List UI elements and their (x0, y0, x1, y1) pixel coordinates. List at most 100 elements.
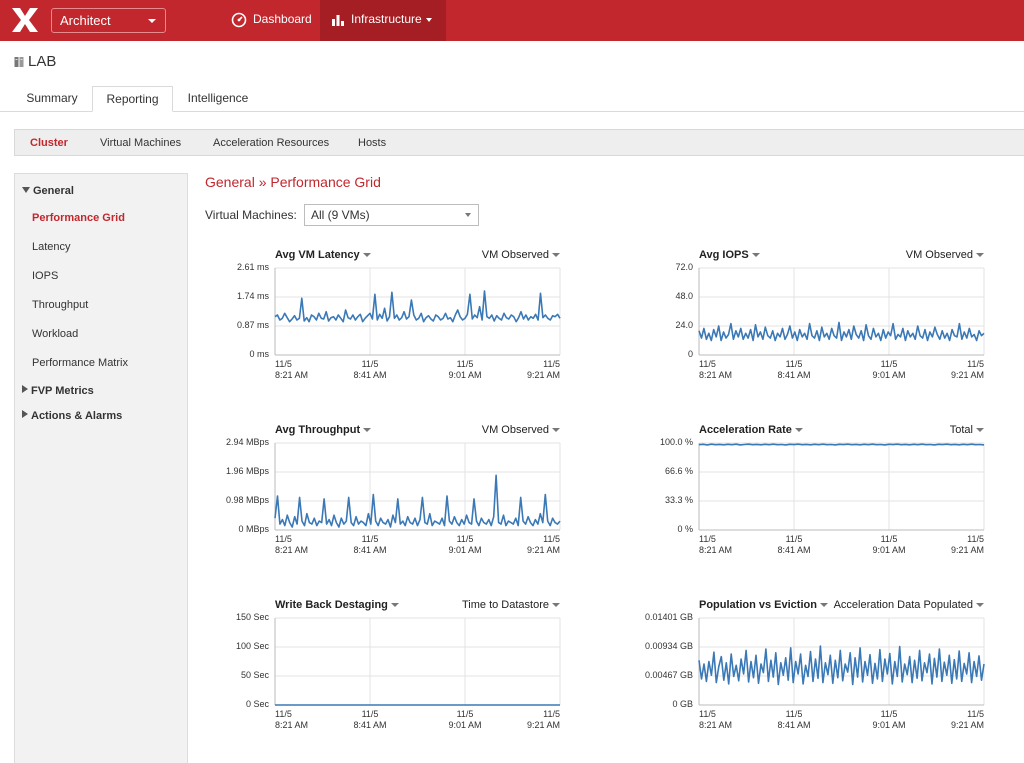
chart-write-back-destaging: Write Back Destaging Time to Datastore 150… (215, 599, 561, 755)
page-title-text: LAB (28, 53, 57, 70)
chart-view-value: Acceleration Data Populated (833, 599, 973, 611)
y-tick-label: 0.00467 GB (644, 670, 693, 680)
chart-title-text: Acceleration Rate (699, 424, 792, 436)
x-tick-label: 11/5 9:01 AM (448, 534, 482, 555)
x-tick-label: 11/5 9:21 AM (950, 359, 984, 380)
sidebar-item-performance-matrix[interactable]: Performance Matrix (32, 357, 128, 369)
vm-filter-label: Virtual Machines: (205, 208, 297, 222)
tab-summary[interactable]: Summary (26, 91, 78, 105)
chevron-down-icon (552, 253, 560, 257)
cluster-icon (14, 57, 24, 67)
nav-dashboard-label: Dashboard (253, 12, 312, 26)
sidebar-group-label: General (33, 185, 74, 197)
subnav-virtual-machines[interactable]: Virtual Machines (100, 137, 182, 149)
series-line[interactable] (698, 443, 985, 446)
sidebar-group-label: FVP Metrics (31, 385, 94, 397)
nav-infrastructure-label: Infrastructure (351, 12, 422, 26)
x-tick-label: 11/5 9:01 AM (448, 359, 482, 380)
series-line[interactable] (698, 645, 985, 686)
y-tick-label: 1.96 MBps (225, 466, 269, 476)
sidebar-item-iops[interactable]: IOPS (32, 270, 59, 282)
x-tick-label: 11/5 9:01 AM (872, 709, 906, 730)
chart-view-select[interactable]: Acceleration Data Populated (834, 599, 984, 611)
top-bar: Architect Dashboard Infrastructure (0, 0, 1024, 41)
chart-avg-vm-latency: Avg VM Latency VM Observed 2.61 ms 1.74 ms 0… (215, 249, 561, 405)
chart-title[interactable]: Avg Throughput (275, 424, 372, 436)
x-tick-label: 11/5 9:01 AM (872, 359, 906, 380)
x-tick-label: 11/5 8:41 AM (777, 359, 811, 380)
chart-title[interactable]: Avg VM Latency (275, 249, 371, 261)
series-line[interactable] (698, 321, 985, 342)
chart-svg (698, 267, 985, 356)
chart-view-value: VM Observed (905, 249, 973, 261)
x-tick-label: 11/5 9:21 AM (526, 534, 560, 555)
vm-filter-select[interactable]: All (9 VMs) (304, 204, 479, 226)
chart-title-text: Avg Throughput (275, 424, 361, 436)
chart-title[interactable]: Avg IOPS (699, 249, 760, 261)
tab-intelligence[interactable]: Intelligence (187, 91, 249, 105)
chevron-down-icon (794, 428, 803, 432)
chart-svg (698, 442, 985, 531)
y-tick-label: 0 MBps (238, 524, 269, 534)
chart-view-select[interactable]: Total (950, 424, 984, 436)
x-tick-label: 11/5 9:21 AM (526, 709, 560, 730)
x-tick-label: 11/5 8:21 AM (275, 359, 309, 380)
role-select[interactable]: Architect (51, 8, 166, 33)
y-tick-label: 0 (687, 349, 693, 359)
subnav-acceleration-resources[interactable]: Acceleration Resources (213, 137, 330, 149)
chart-svg (274, 617, 561, 706)
sub-nav: Cluster Virtual Machines Acceleration Re… (14, 129, 1024, 156)
chart-view-value: VM Observed (481, 249, 549, 261)
chart-view-value: Time to Datastore (461, 599, 549, 611)
tab-reporting[interactable]: Reporting (92, 86, 173, 112)
logo-icon[interactable] (10, 6, 40, 34)
sidebar-item-latency[interactable]: Latency (32, 241, 71, 253)
chart-title[interactable]: Write Back Destaging (275, 599, 399, 611)
chart-svg (274, 442, 561, 531)
y-tick-label: 1.74 ms (236, 291, 269, 301)
caret-down-icon (22, 187, 30, 193)
nav-infrastructure[interactable]: Infrastructure (320, 0, 446, 41)
chart-population-vs-eviction: Population vs Eviction Acceleration Data … (639, 599, 985, 755)
chevron-down-icon (976, 603, 984, 607)
x-tick-label: 11/5 9:21 AM (950, 709, 984, 730)
subnav-cluster[interactable]: Cluster (30, 137, 68, 149)
y-tick-label: 66.6 % (664, 466, 693, 476)
sidebar-item-performance-grid[interactable]: Performance Grid (32, 212, 125, 224)
chart-view-select[interactable]: VM Observed (482, 249, 560, 261)
y-tick-label: 0 GB (672, 699, 693, 709)
x-tick-label: 11/5 9:21 AM (526, 359, 560, 380)
y-tick-label: 0.87 ms (236, 320, 269, 330)
chart-avg-iops: Avg IOPS VM Observed 72.0 48.0 24.0 0 11/5 8:21… (639, 249, 985, 405)
chart-view-select[interactable]: VM Observed (906, 249, 984, 261)
chart-title[interactable]: Population vs Eviction (699, 599, 828, 611)
sidebar-group-actions-alarms[interactable]: Actions & Alarms (22, 410, 122, 422)
chevron-down-icon (363, 428, 372, 432)
series-line[interactable] (274, 290, 561, 323)
nav-dashboard[interactable]: Dashboard (220, 0, 323, 41)
y-tick-label: 48.0 (675, 291, 693, 301)
y-tick-label: 150 Sec (235, 612, 269, 622)
chart-view-value: Total (949, 424, 973, 436)
sidebar-item-throughput[interactable]: Throughput (32, 299, 89, 311)
chart-view-select[interactable]: Time to Datastore (462, 599, 560, 611)
chevron-down-icon (751, 253, 760, 257)
subnav-hosts[interactable]: Hosts (358, 137, 387, 149)
chart-view-select[interactable]: VM Observed (482, 424, 560, 436)
chart-svg (698, 617, 985, 706)
chevron-down-icon (819, 603, 828, 607)
bar-chart-icon (332, 14, 344, 26)
series-line[interactable] (274, 474, 561, 528)
chart-title[interactable]: Acceleration Rate (699, 424, 803, 436)
y-tick-label: 0.98 MBps (225, 495, 269, 505)
sidebar-group-fvp-metrics[interactable]: FVP Metrics (22, 385, 94, 397)
sidebar-item-workload[interactable]: Workload (32, 328, 79, 340)
x-tick-label: 11/5 8:21 AM (275, 709, 309, 730)
role-select-value: Architect (60, 13, 111, 28)
sidebar-group-general[interactable]: General (22, 185, 74, 197)
x-tick-label: 11/5 8:41 AM (353, 709, 387, 730)
chevron-down-icon (425, 17, 432, 22)
y-tick-label: 2.61 ms (236, 262, 269, 272)
chart-title-text: Population vs Eviction (699, 599, 817, 611)
x-tick-label: 11/5 8:41 AM (777, 534, 811, 555)
